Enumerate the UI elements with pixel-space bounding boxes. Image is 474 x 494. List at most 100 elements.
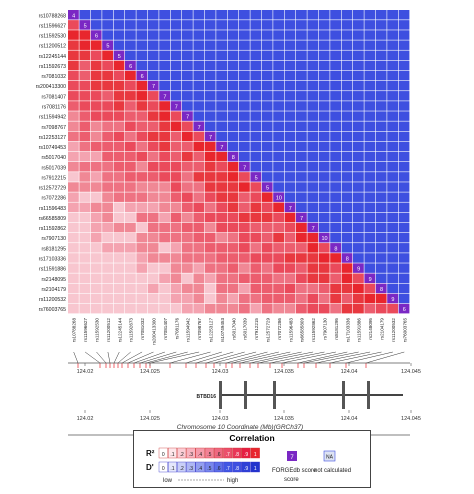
ld-cell [250, 60, 262, 71]
ld-cell [250, 212, 262, 223]
ld-cell [204, 30, 216, 40]
ld-cell [159, 212, 170, 223]
ld-cell [273, 182, 284, 192]
ld-cell [307, 273, 319, 283]
ld-cell [102, 182, 113, 192]
ld-cell [125, 303, 136, 314]
ld-cell [387, 162, 398, 172]
ld-cell [250, 243, 262, 253]
ld-cell [296, 232, 307, 243]
ld-cell [102, 121, 113, 131]
ld-cell [193, 222, 205, 233]
ld-cell [398, 131, 410, 142]
ld-cell [68, 101, 79, 111]
ld-cell [330, 162, 341, 172]
ld-cell [136, 232, 148, 243]
ld-cell [125, 182, 136, 192]
ld-cell [330, 232, 341, 243]
ld-cell [250, 232, 262, 243]
ld-cell [341, 111, 353, 121]
ld-cell [307, 131, 319, 142]
ld-cell [79, 192, 91, 202]
axis-tick-label: 124.035 [274, 369, 294, 375]
ld-cell [398, 273, 410, 283]
snp-column-label: rs7912215 [254, 318, 259, 340]
ld-cell [375, 192, 387, 202]
snp-row-label: rs7081176 [42, 105, 66, 111]
ld-cell [273, 263, 284, 273]
snp-column-label: rs11592530 [95, 318, 100, 342]
ld-cell [136, 303, 148, 314]
snp-connector [205, 351, 245, 364]
snp-row-label: rs12245144 [39, 54, 67, 60]
ld-cell [398, 283, 410, 294]
ld-cell [113, 243, 125, 253]
forgedb-score-cell [353, 263, 364, 273]
ld-cell [318, 121, 330, 131]
ld-cell [113, 10, 125, 20]
snp-row-label: rs12253127 [39, 135, 67, 141]
ld-cell [387, 91, 398, 101]
ld-cell [330, 70, 341, 81]
ld-cell [216, 192, 227, 202]
ld-cell [159, 101, 170, 111]
ld-cell [250, 263, 262, 273]
forgedb-score-cell [113, 50, 125, 61]
ld-cell [330, 111, 341, 121]
ld-cell [375, 20, 387, 30]
ld-cell [318, 20, 330, 30]
ld-cell [364, 202, 376, 213]
ld-cell [307, 253, 319, 263]
ld-cell [284, 91, 296, 101]
ld-cell [147, 232, 159, 243]
ld-cell [79, 303, 91, 314]
ld-cell [193, 20, 205, 30]
ld-cell [284, 121, 296, 131]
axis-tick-label: 124.03 [212, 416, 229, 422]
ld-cell [239, 91, 250, 101]
ld-cell [182, 232, 193, 243]
forgedb-score-cell [204, 131, 216, 142]
snp-row-label: rs11591886 [39, 267, 66, 273]
ld-cell [261, 151, 273, 162]
ld-cell [307, 243, 319, 253]
ld-cell [261, 162, 273, 172]
ld-cell [353, 212, 364, 223]
ld-cell [170, 50, 182, 61]
ld-cell [90, 293, 102, 304]
ld-cell [102, 253, 113, 263]
ld-cell [239, 60, 250, 71]
ld-cell [364, 151, 376, 162]
ld-cell [182, 162, 193, 172]
ld-cell [170, 121, 182, 131]
ld-cell [102, 303, 113, 314]
ld-cell [170, 263, 182, 273]
snp-column-label: rs11200532 [391, 318, 396, 342]
ld-cell [364, 111, 376, 121]
ld-cell [318, 192, 330, 202]
ld-cell [136, 10, 148, 20]
ld-cell [341, 222, 353, 233]
ld-cell [398, 91, 410, 101]
ld-cell [159, 273, 170, 283]
ld-cell [170, 283, 182, 294]
ld-cell [250, 293, 262, 304]
ld-cell [239, 111, 250, 121]
ld-cell [79, 60, 91, 71]
ld-cell [387, 192, 398, 202]
snp-column-label: rs11592862 [311, 318, 316, 342]
ld-cell [398, 293, 410, 304]
ld-cell [261, 121, 273, 131]
ld-cell [261, 131, 273, 142]
ld-cell [398, 192, 410, 202]
ld-cell [353, 50, 364, 61]
ld-cell [204, 263, 216, 273]
forgedb-score-cell [79, 20, 91, 30]
ld-cell [147, 60, 159, 71]
ld-cell [375, 222, 387, 233]
ld-cell [125, 111, 136, 121]
ld-cell [79, 40, 91, 50]
ld-cell [307, 70, 319, 81]
ld-cell [364, 253, 376, 263]
ld-cell [204, 293, 216, 304]
